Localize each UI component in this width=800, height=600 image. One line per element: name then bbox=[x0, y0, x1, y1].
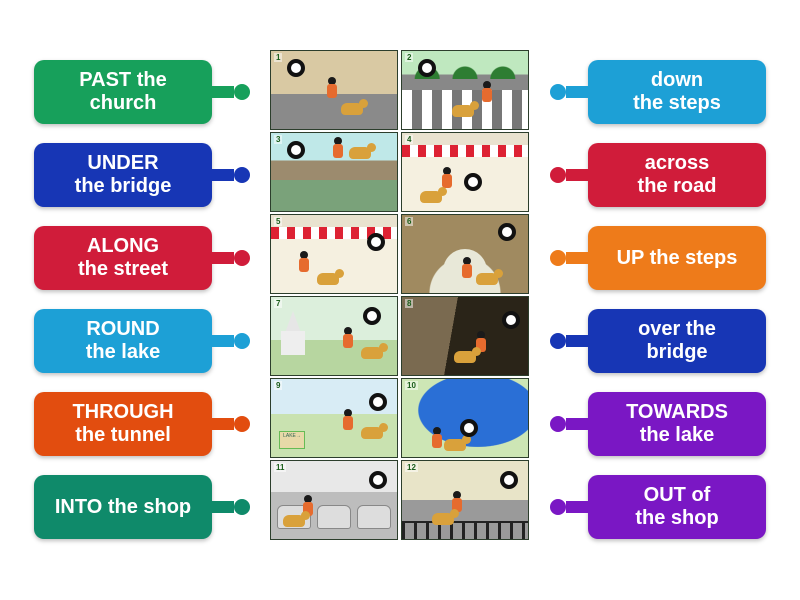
label-across-road[interactable]: across the road bbox=[588, 143, 766, 207]
tile-number: 8 bbox=[405, 299, 413, 308]
label-text: over the bridge bbox=[638, 318, 716, 364]
drop-target-pin[interactable] bbox=[287, 141, 305, 159]
runner-figure bbox=[325, 77, 339, 107]
runner-figure bbox=[430, 427, 444, 457]
drop-target-pin[interactable] bbox=[460, 419, 478, 437]
picture-tile-4[interactable]: 4 bbox=[401, 132, 529, 212]
drop-target-pin[interactable] bbox=[369, 471, 387, 489]
tile-number: 1 bbox=[274, 53, 282, 62]
label-text: TOWARDS the lake bbox=[626, 401, 728, 447]
drop-target-pin[interactable] bbox=[363, 307, 381, 325]
picture-tile-12[interactable]: 12 bbox=[401, 460, 529, 540]
tile-number: 3 bbox=[274, 135, 282, 144]
picture-tile-2[interactable]: 2 bbox=[401, 50, 529, 130]
tile-number: 2 bbox=[405, 53, 413, 62]
label-text: across the road bbox=[638, 152, 717, 198]
label-text: INTO the shop bbox=[55, 496, 191, 519]
tile-number: 4 bbox=[405, 135, 413, 144]
dog-figure bbox=[317, 273, 339, 285]
picture-tile-7[interactable]: 7 bbox=[270, 296, 398, 376]
runner-figure bbox=[341, 409, 355, 439]
tile-number: 9 bbox=[274, 381, 282, 390]
label-text: ROUND the lake bbox=[86, 318, 160, 364]
drop-target-pin[interactable] bbox=[498, 223, 516, 241]
connector[interactable] bbox=[212, 333, 250, 349]
connector[interactable] bbox=[550, 250, 588, 266]
label-round-lake[interactable]: ROUND the lake bbox=[34, 309, 212, 373]
drop-target-pin[interactable] bbox=[500, 471, 518, 489]
runner-figure bbox=[297, 251, 311, 281]
drop-target-pin[interactable] bbox=[418, 59, 436, 77]
picture-tile-1[interactable]: 1 bbox=[270, 50, 398, 130]
drop-target-pin[interactable] bbox=[367, 233, 385, 251]
tile-number: 5 bbox=[274, 217, 282, 226]
label-text: down the steps bbox=[633, 69, 721, 115]
drop-target-pin[interactable] bbox=[464, 173, 482, 191]
drop-target-pin[interactable] bbox=[369, 393, 387, 411]
label-text: UP the steps bbox=[617, 247, 738, 270]
label-up-steps[interactable]: UP the steps bbox=[588, 226, 766, 290]
label-into-shop[interactable]: INTO the shop bbox=[34, 475, 212, 539]
label-under-bridge[interactable]: UNDER the bridge bbox=[34, 143, 212, 207]
tile-number: 6 bbox=[405, 217, 413, 226]
tile-number: 12 bbox=[405, 463, 418, 472]
dog-figure bbox=[454, 351, 476, 363]
drop-target-pin[interactable] bbox=[502, 311, 520, 329]
connector[interactable] bbox=[550, 167, 588, 183]
dog-figure bbox=[341, 103, 363, 115]
connector[interactable] bbox=[550, 333, 588, 349]
label-along-street[interactable]: ALONG the street bbox=[34, 226, 212, 290]
connector[interactable] bbox=[212, 167, 250, 183]
picture-tile-10[interactable]: 10 bbox=[401, 378, 529, 458]
label-towards-lake[interactable]: TOWARDS the lake bbox=[588, 392, 766, 456]
runner-figure bbox=[331, 137, 345, 167]
connector[interactable] bbox=[550, 499, 588, 515]
dog-figure bbox=[349, 147, 371, 159]
dog-figure bbox=[476, 273, 498, 285]
tile-number: 11 bbox=[274, 463, 286, 472]
drop-target-pin[interactable] bbox=[287, 59, 305, 77]
runner-figure bbox=[341, 327, 355, 357]
label-through-tunnel[interactable]: THROUGH the tunnel bbox=[34, 392, 212, 456]
label-text: PAST the church bbox=[79, 69, 166, 115]
connector[interactable] bbox=[212, 416, 250, 432]
picture-grid: 123456789LAKE→101112 bbox=[270, 50, 530, 540]
label-text: OUT of the shop bbox=[635, 484, 718, 530]
tile-number: 10 bbox=[405, 381, 418, 390]
dog-figure bbox=[361, 427, 383, 439]
connector[interactable] bbox=[212, 250, 250, 266]
picture-tile-11[interactable]: 11 bbox=[270, 460, 398, 540]
picture-tile-5[interactable]: 5 bbox=[270, 214, 398, 294]
label-out-of-shop[interactable]: OUT of the shop bbox=[588, 475, 766, 539]
label-text: UNDER the bridge bbox=[75, 152, 172, 198]
picture-tile-8[interactable]: 8 bbox=[401, 296, 529, 376]
label-past-church[interactable]: PAST the church bbox=[34, 60, 212, 124]
dog-figure bbox=[420, 191, 442, 203]
dog-figure bbox=[361, 347, 383, 359]
connector[interactable] bbox=[212, 499, 250, 515]
label-text: THROUGH the tunnel bbox=[72, 401, 173, 447]
picture-tile-3[interactable]: 3 bbox=[270, 132, 398, 212]
dog-figure bbox=[452, 105, 474, 117]
connector[interactable] bbox=[550, 84, 588, 100]
connector[interactable] bbox=[212, 84, 250, 100]
picture-tile-6[interactable]: 6 bbox=[401, 214, 529, 294]
dog-figure bbox=[283, 515, 305, 527]
label-text: ALONG the street bbox=[78, 235, 168, 281]
label-over-bridge[interactable]: over the bridge bbox=[588, 309, 766, 373]
picture-tile-9[interactable]: 9LAKE→ bbox=[270, 378, 398, 458]
dog-figure bbox=[444, 439, 466, 451]
label-down-steps[interactable]: down the steps bbox=[588, 60, 766, 124]
matching-activity: PAST the church UNDER the bridge ALONG t… bbox=[0, 0, 800, 600]
tile-number: 7 bbox=[274, 299, 282, 308]
runner-figure bbox=[474, 331, 488, 361]
runner-figure bbox=[480, 81, 494, 111]
dog-figure bbox=[432, 513, 454, 525]
connector[interactable] bbox=[550, 416, 588, 432]
runner-figure bbox=[460, 257, 474, 287]
